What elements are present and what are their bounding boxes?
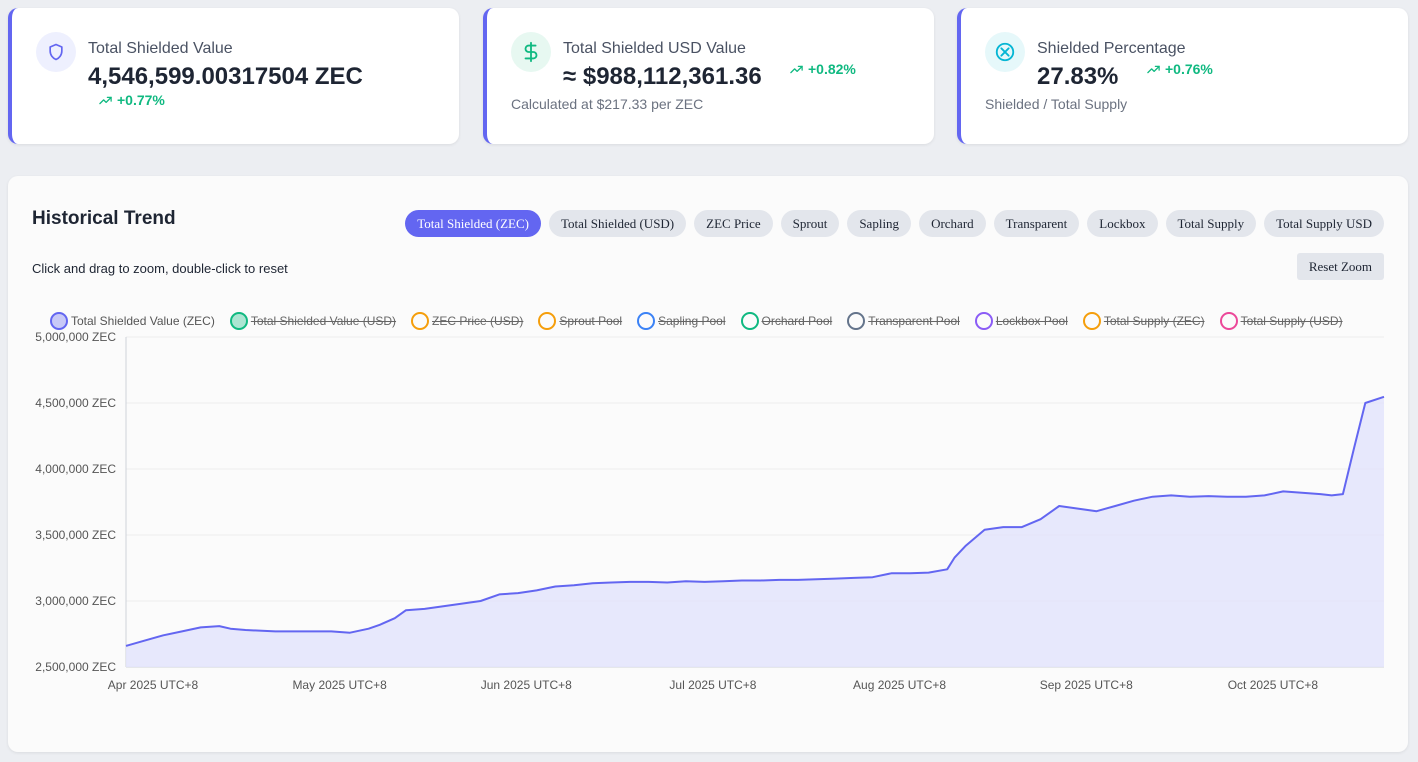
tab-transparent[interactable]: Transparent <box>993 210 1080 237</box>
tab-sapling[interactable]: Sapling <box>847 210 912 237</box>
series-line <box>125 395 1385 647</box>
y-tick-label: 3,500,000 ZEC <box>35 528 116 542</box>
panel-title: Historical Trend <box>32 208 176 229</box>
chart-legend: Total Shielded Value (ZEC) Total Shielded… <box>50 312 1358 330</box>
zoom-hint: Click and drag to zoom, double-click to … <box>32 261 288 276</box>
tab-total-supply[interactable]: Total Supply <box>1165 210 1257 237</box>
y-tick-label: 2,500,000 ZEC <box>35 660 116 674</box>
y-tick-label: 4,000,000 ZEC <box>35 462 116 476</box>
x-tick-label: Jul 2025 UTC+8 <box>669 678 756 692</box>
trend-chart[interactable]: 5,000,000 ZEC 4,500,000 ZEC 4,000,000 ZEC 3… <box>8 176 1408 752</box>
legend-label: Lockbox Pool <box>995 314 1068 328</box>
legend-label: Orchard Pool <box>761 314 833 328</box>
legend-swatch <box>740 312 759 330</box>
card-shielded-percentage: Shielded Percentage 27.83% +0.76% Shield… <box>957 8 1408 144</box>
x-tick-label: May 2025 UTC+8 <box>292 678 387 692</box>
legend-item[interactable]: Total Shielded Value (USD) <box>229 312 397 330</box>
legend-item[interactable]: Sprout Pool <box>538 312 622 330</box>
card-value: 27.83% <box>1037 63 1119 90</box>
tab-total-supply-usd[interactable]: Total Supply USD <box>1264 210 1384 237</box>
legend-swatch <box>1082 312 1101 330</box>
legend-item[interactable]: Lockbox Pool <box>974 312 1068 330</box>
card-delta-value: +0.77% <box>117 92 165 108</box>
tab-lockbox[interactable]: Lockbox <box>1087 210 1158 237</box>
legend-label: Transparent Pool <box>868 314 960 328</box>
card-delta: +0.77% <box>98 92 165 108</box>
card-value: ≈ $988,112,361.36 <box>563 63 762 90</box>
legend-label: Total Supply (USD) <box>1240 314 1343 328</box>
y-tick-label: 5,000,000 ZEC <box>35 330 116 344</box>
series-area <box>126 396 1384 667</box>
legend-item[interactable]: Total Shielded Value (ZEC) <box>50 312 215 330</box>
legend-label: Total Shielded Value (USD) <box>250 314 397 328</box>
card-delta-value: +0.76% <box>1165 61 1213 77</box>
legend-label: Sapling Pool <box>658 314 726 328</box>
legend-swatch <box>974 312 993 330</box>
card-subtitle: Calculated at $217.33 per ZEC <box>511 96 704 112</box>
legend-item[interactable]: Total Supply (USD) <box>1219 312 1343 330</box>
legend-swatch <box>411 312 430 330</box>
card-total-shielded-value: Total Shielded Value 4,546,599.00317504 … <box>8 8 459 144</box>
legend-swatch <box>637 312 656 330</box>
x-tick-label: Sep 2025 UTC+8 <box>1040 678 1133 692</box>
card-subtitle: Shielded / Total Supply <box>985 96 1128 112</box>
percent-circle-icon <box>985 32 1025 72</box>
legend-swatch <box>50 312 68 330</box>
dollar-icon <box>511 32 551 72</box>
card-delta: +0.76% <box>1146 61 1213 77</box>
legend-label: ZEC Price (USD) <box>432 314 524 328</box>
y-tick-label: 4,500,000 ZEC <box>35 396 116 410</box>
legend-item[interactable]: Total Supply (ZEC) <box>1082 312 1205 330</box>
card-delta: +0.82% <box>789 61 856 77</box>
card-title: Total Shielded USD Value <box>563 40 746 57</box>
legend-item[interactable]: ZEC Price (USD) <box>411 312 523 330</box>
legend-label: Total Shielded Value (ZEC) <box>71 314 215 328</box>
legend-label: Sprout Pool <box>559 314 623 328</box>
y-tick-label: 3,000,000 ZEC <box>35 594 116 608</box>
legend-swatch <box>1219 312 1238 330</box>
x-tick-label: Aug 2025 UTC+8 <box>853 678 946 692</box>
card-value: 4,546,599.00317504 ZEC <box>88 63 363 90</box>
tab-total-shielded-zec[interactable]: Total Shielded (ZEC) <box>405 210 541 237</box>
x-tick-label: Jun 2025 UTC+8 <box>481 678 572 692</box>
tab-orchard[interactable]: Orchard <box>919 210 986 237</box>
tab-sprout[interactable]: Sprout <box>780 210 840 237</box>
legend-label: Total Supply (ZEC) <box>1103 314 1205 328</box>
trending-up-icon <box>790 65 803 73</box>
shield-icon <box>36 32 76 72</box>
legend-item[interactable]: Orchard Pool <box>740 312 833 330</box>
card-total-shielded-usd: Total Shielded USD Value ≈ $988,112,361.… <box>483 8 934 144</box>
legend-swatch <box>229 312 248 330</box>
card-title: Total Shielded Value <box>88 40 233 57</box>
legend-item[interactable]: Transparent Pool <box>847 312 960 330</box>
historical-trend-panel: Historical Trend Total Shielded (ZEC) Tot… <box>8 176 1408 752</box>
legend-item[interactable]: Sapling Pool <box>637 312 726 330</box>
trending-up-icon <box>99 96 112 104</box>
card-delta-value: +0.82% <box>808 61 856 77</box>
reset-zoom-button[interactable]: Reset Zoom <box>1296 253 1384 280</box>
x-tick-label: Oct 2025 UTC+8 <box>1228 678 1319 692</box>
tab-total-shielded-usd[interactable]: Total Shielded (USD) <box>548 210 687 237</box>
card-title: Shielded Percentage <box>1037 40 1186 57</box>
legend-swatch <box>847 312 866 330</box>
trending-up-icon <box>1147 65 1160 73</box>
tab-zec-price[interactable]: ZEC Price <box>694 210 773 237</box>
legend-swatch <box>538 312 557 330</box>
metric-tabs: Total Shielded (ZEC) Total Shielded (USD)… <box>405 210 1384 237</box>
x-tick-label: Apr 2025 UTC+8 <box>108 678 199 692</box>
